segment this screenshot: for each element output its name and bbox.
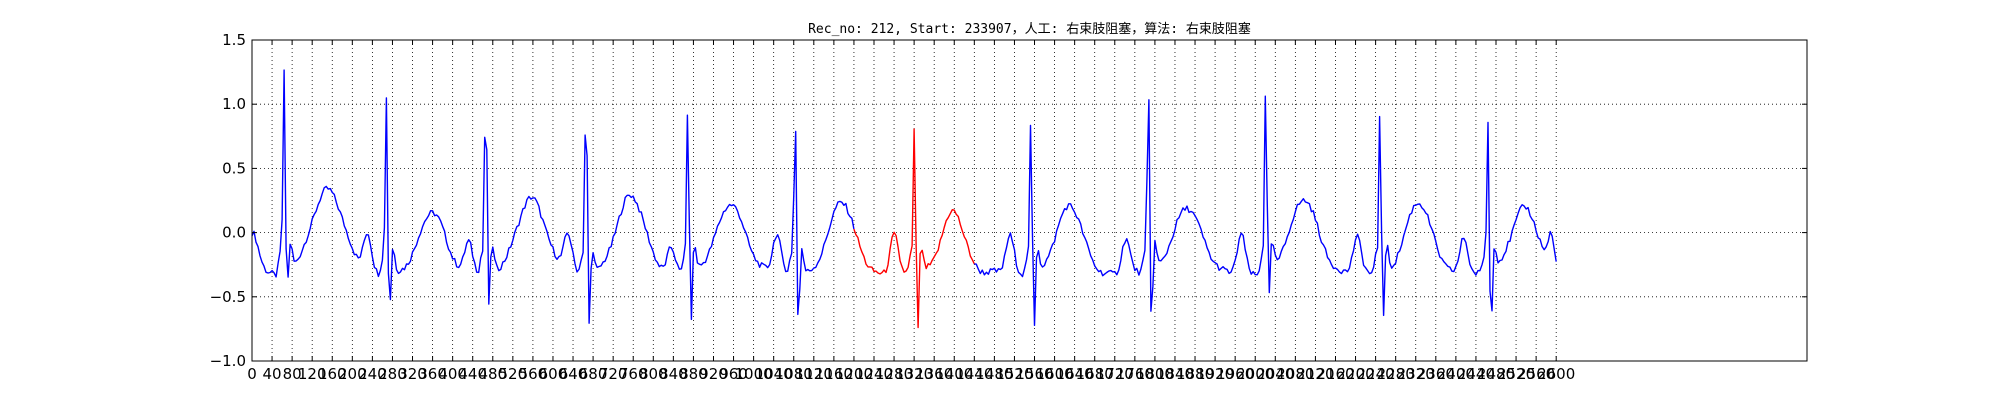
x-tick-label: 1000 (735, 365, 773, 383)
x-tick-label: 1080 (775, 365, 813, 383)
x-tick-label: 1120 (795, 365, 833, 383)
y-tick-label: 0.0 (222, 224, 246, 242)
x-tick-label: 1920 (1196, 365, 1234, 383)
x-axis: 0 40 8012016020024028032036040044048052056… (247, 40, 1575, 383)
x-tick-label: 1800 (1136, 365, 1174, 383)
x-tick-label: 320 (398, 365, 427, 383)
y-tick-label: 1.0 (222, 95, 246, 113)
x-tick-label: 960 (719, 365, 748, 383)
x-tick-label: 2480 (1477, 365, 1515, 383)
x-tick-label: 840 (659, 365, 688, 383)
x-tick-label: 480 (478, 365, 507, 383)
y-tick-label: −0.5 (210, 288, 246, 306)
x-tick-label: 2080 (1276, 365, 1314, 383)
ecg-series-segment (974, 95, 1557, 326)
x-tick-label: 1440 (955, 365, 993, 383)
x-tick-label: 1040 (755, 365, 793, 383)
x-tick-label: 1840 (1156, 365, 1194, 383)
x-tick-label: 1320 (895, 365, 933, 383)
x-tick-label: 280 (378, 365, 407, 383)
x-tick-label: 2440 (1457, 365, 1495, 383)
x-tick-label: 720 (599, 365, 628, 383)
x-tick-label: 2240 (1357, 365, 1395, 383)
x-tick-label: 1520 (995, 365, 1033, 383)
x-tick-label: 2040 (1256, 365, 1294, 383)
x-tick-label: 360 (418, 365, 447, 383)
x-tick-label: 2280 (1377, 365, 1415, 383)
x-tick-label: 520 (499, 365, 528, 383)
x-tick-label: 1280 (875, 365, 913, 383)
x-tick-label: 400 (438, 365, 467, 383)
x-tick-label: 200 (338, 365, 367, 383)
x-tick-label: 1240 (855, 365, 893, 383)
ecg-series-segment (853, 128, 975, 329)
x-tick-label: 920 (699, 365, 728, 383)
x-tick-label: 80 (283, 365, 302, 383)
x-tick-label: 640 (559, 365, 588, 383)
x-tick-label: 2200 (1336, 365, 1374, 383)
x-tick-label: 760 (619, 365, 648, 383)
x-tick-label: 240 (358, 365, 387, 383)
x-tick-label: 1600 (1035, 365, 1073, 383)
x-tick-label: 560 (519, 365, 548, 383)
x-tick-label: 1360 (915, 365, 953, 383)
x-tick-label: 1760 (1116, 365, 1154, 383)
x-tick-label: 600 (539, 365, 568, 383)
y-axis: −1.0 −0.5 0.0 0.5 1.0 1.5 (210, 31, 1807, 370)
ecg-series-segment (251, 69, 855, 324)
x-tick-label: 2000 (1236, 365, 1274, 383)
x-tick-label: 800 (639, 365, 668, 383)
x-tick-label: 1160 (815, 365, 853, 383)
x-tick-label: 2600 (1537, 365, 1575, 383)
x-tick-label: 1560 (1015, 365, 1053, 383)
x-tick-label: 2560 (1517, 365, 1555, 383)
x-tick-label: 0 (247, 365, 257, 383)
x-tick-label: 440 (458, 365, 487, 383)
x-tick-label: 1720 (1096, 365, 1134, 383)
y-tick-label: 0.5 (222, 159, 246, 177)
x-tick-label: 2120 (1296, 365, 1334, 383)
x-tick-label: 2360 (1417, 365, 1455, 383)
plot-frame (251, 39, 1808, 362)
y-tick-label: 1.5 (222, 31, 246, 49)
x-tick-label: 2520 (1497, 365, 1535, 383)
x-tick-label: 880 (679, 365, 708, 383)
x-tick-label: 40 (263, 365, 282, 383)
x-tick-label: 2400 (1437, 365, 1475, 383)
x-tick-label: 1200 (835, 365, 873, 383)
grid (251, 39, 1807, 362)
x-tick-label: 160 (318, 365, 347, 383)
x-tick-label: 2320 (1397, 365, 1435, 383)
y-tick-label: −1.0 (210, 352, 246, 370)
x-tick-label: 1880 (1176, 365, 1214, 383)
chart-title: Rec_no: 212, Start: 233907，人工: 右束肢阻塞，算法:… (808, 22, 1251, 37)
x-tick-label: 2160 (1316, 365, 1354, 383)
x-tick-label: 1680 (1076, 365, 1114, 383)
x-tick-label: 1640 (1056, 365, 1094, 383)
x-tick-label: 1960 (1216, 365, 1254, 383)
ecg-trace (251, 69, 1557, 329)
x-tick-label: 120 (298, 365, 327, 383)
x-tick-label: 1480 (975, 365, 1013, 383)
x-tick-label: 680 (579, 365, 608, 383)
x-tick-label: 1400 (935, 365, 973, 383)
